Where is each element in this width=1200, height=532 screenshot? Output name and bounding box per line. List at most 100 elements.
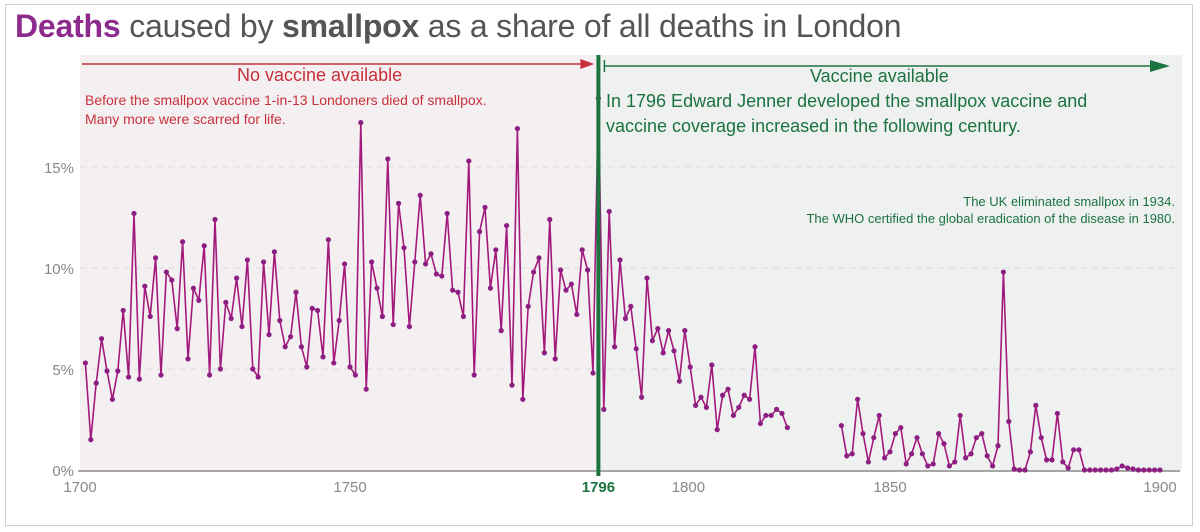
data-point: [946, 463, 953, 469]
data-point: [255, 374, 261, 380]
data-point: [174, 326, 180, 332]
data-point: [968, 451, 974, 457]
data-point: [525, 303, 531, 309]
data-point: [579, 247, 585, 253]
data-point: [466, 158, 472, 164]
data-point: [1146, 467, 1152, 473]
data-point: [99, 336, 105, 342]
data-point: [396, 200, 402, 206]
data-point: [774, 406, 780, 412]
data-point: [266, 332, 272, 338]
data-point: [1125, 465, 1131, 471]
vaccine-text-1: In 1796 Edward Jenner developed the smal…: [606, 91, 1088, 111]
data-point: [504, 222, 510, 229]
data-point: [606, 208, 612, 215]
x-tick-label: 1850: [873, 479, 906, 496]
data-point: [541, 350, 548, 356]
data-point: [498, 328, 504, 334]
data-point: [963, 455, 969, 461]
data-point: [493, 247, 499, 253]
data-point: [644, 275, 650, 281]
data-point: [120, 307, 126, 314]
y-tick-label: 5%: [52, 362, 74, 379]
data-point: [871, 435, 877, 441]
data-point: [325, 237, 331, 243]
data-point: [914, 435, 920, 441]
data-point: [676, 378, 683, 384]
y-tick-label: 0%: [52, 463, 74, 480]
data-point: [909, 451, 915, 457]
data-point: [703, 404, 710, 410]
data-point: [460, 313, 466, 320]
data-point: [768, 412, 774, 419]
data-point: [568, 281, 575, 287]
data-point: [1135, 467, 1141, 473]
data-point: [612, 344, 618, 350]
data-point: [217, 366, 223, 372]
data-point: [639, 394, 645, 400]
data-point: [698, 394, 704, 400]
data-point: [228, 315, 234, 322]
data-point: [601, 406, 607, 412]
data-point: [714, 427, 720, 433]
data-point: [957, 412, 963, 419]
data-point: [271, 249, 277, 255]
x-tick-label: 1800: [672, 479, 705, 496]
data-point: [1152, 467, 1158, 473]
data-point: [336, 317, 342, 324]
data-point: [520, 396, 526, 402]
data-point: [82, 360, 88, 366]
data-point: [941, 441, 947, 447]
data-point: [136, 376, 142, 382]
data-point: [876, 412, 882, 419]
data-point: [142, 283, 148, 289]
data-point: [973, 435, 980, 441]
data-point: [574, 311, 580, 318]
data-point: [1071, 447, 1077, 453]
data-point: [1119, 463, 1125, 469]
data-point: [185, 356, 191, 362]
data-point: [93, 380, 99, 386]
data-point: [1049, 457, 1055, 463]
data-point: [379, 313, 385, 320]
data-point: [277, 317, 283, 324]
data-point: [406, 323, 412, 330]
x-tick-label: 1900: [1143, 479, 1176, 496]
data-point: [671, 348, 677, 354]
data-point: [1006, 418, 1012, 425]
y-tick-label: 15%: [44, 160, 74, 177]
data-point: [363, 386, 369, 392]
title-text: caused by: [120, 8, 282, 44]
data-point: [590, 370, 596, 376]
data-point: [88, 437, 94, 443]
data-point: [234, 275, 240, 281]
data-point: [1092, 467, 1098, 473]
data-point: [585, 267, 591, 273]
data-point: [741, 392, 747, 398]
data-point: [385, 156, 391, 162]
arrow-head-red-icon: [580, 59, 595, 69]
data-point: [401, 245, 407, 251]
data-point: [1141, 467, 1147, 473]
data-point: [1054, 410, 1060, 417]
data-point: [201, 243, 207, 249]
data-point: [855, 396, 861, 402]
data-point: [1017, 467, 1023, 473]
data-point: [552, 356, 558, 362]
data-point: [439, 273, 445, 279]
data-point: [693, 402, 699, 408]
data-point: [649, 338, 656, 344]
data-point: [115, 368, 121, 374]
data-point: [514, 126, 521, 132]
data-point: [617, 257, 623, 263]
no-vaccine-text-2: Many more were scarred for life.: [85, 111, 286, 127]
data-point: [1157, 467, 1163, 473]
data-point: [196, 297, 202, 303]
data-point: [1130, 466, 1136, 472]
data-point: [212, 216, 218, 223]
data-point: [153, 255, 159, 261]
data-point: [860, 431, 866, 437]
data-point: [747, 396, 753, 402]
data-point: [331, 360, 337, 366]
data-point: [784, 424, 791, 431]
